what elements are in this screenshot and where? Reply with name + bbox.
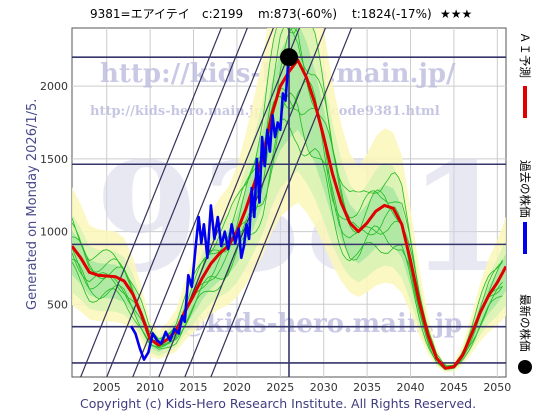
copyright-footer: Copyright (c) Kids-Hero Research Institu… [80, 396, 476, 411]
header-current-price: c:2199 [202, 7, 243, 21]
legend-swatch-latest-price [518, 360, 532, 374]
y-tick-label: 1500 [40, 153, 68, 166]
header-rating: ★★★ [440, 7, 472, 21]
header-target-price: t:1824(-17%) [352, 7, 432, 21]
series-line-past-price [129, 57, 291, 361]
x-tick-label: 2025 [266, 381, 294, 394]
chart-header: 9381=エアイテイ c:2199 m:873(-60%) t:1824(-17… [90, 7, 472, 21]
legend-label-ai-forecast: ＡＩ予測 [518, 32, 532, 78]
legend: ＡＩ予測 過去の株価 最新の株価 [518, 32, 532, 374]
x-tick-label: 2015 [180, 381, 208, 394]
x-tick-label: 2045 [440, 381, 468, 394]
series-lines [72, 57, 506, 370]
x-tick-label: 2005 [93, 381, 121, 394]
y-tick-label: 2000 [40, 80, 68, 93]
legend-item-ai-forecast: ＡＩ予測 [518, 32, 532, 118]
legend-label-past-price: 過去の株価 [518, 160, 532, 218]
x-tick-label: 2035 [353, 381, 381, 394]
x-tick-label: 2030 [310, 381, 338, 394]
y-tick-label: 500 [47, 298, 68, 311]
x-axis-ticks: 2005 2010 2015 2020 2025 2030 2035 2040 2045 2050 [93, 381, 512, 394]
legend-label-latest-price: 最新の株価 [518, 294, 532, 352]
header-mean-price: m:873(-60%) [258, 7, 337, 21]
trend-diagonal [80, 28, 222, 377]
latest-price-dot [280, 48, 298, 67]
x-tick-label: 2020 [223, 381, 251, 394]
header-code-name: 9381=エアイテイ [90, 7, 190, 21]
legend-item-past-price: 過去の株価 [518, 160, 532, 254]
level-lines [72, 28, 506, 377]
y-tick-label: 1000 [40, 226, 68, 239]
trend-diagonal [132, 28, 275, 377]
simulated-path [72, 28, 503, 367]
legend-item-latest-price: 最新の株価 [518, 294, 532, 374]
trend-diagonal [210, 28, 353, 377]
generated-date-label: Generated on Monday 2026/1/5. [25, 99, 40, 310]
x-tick-label: 2010 [136, 381, 164, 394]
latest-price-marker [280, 48, 298, 67]
x-tick-label: 2050 [483, 381, 511, 394]
x-tick-label: 2040 [397, 381, 425, 394]
plot-area: 9381 http://kids-hero.main.jp/ http://ki… [71, 27, 507, 378]
y-axis-ticks: 500 1000 1500 2000 [40, 80, 68, 311]
trend-diagonal [106, 28, 248, 377]
